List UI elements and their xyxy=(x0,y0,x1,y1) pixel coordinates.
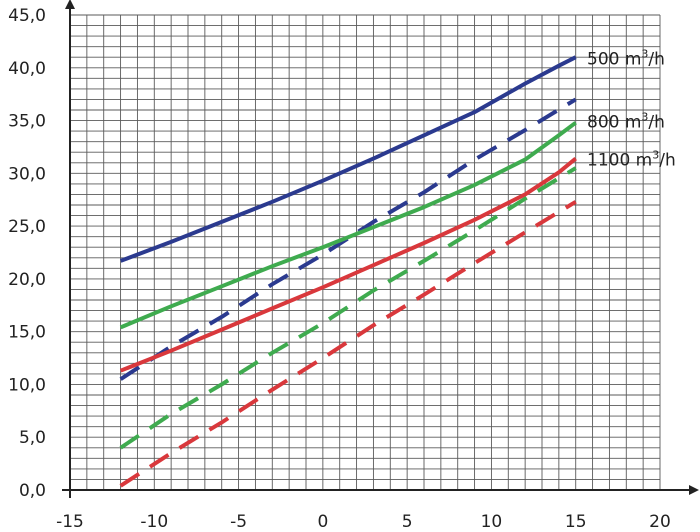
grid xyxy=(70,14,661,490)
x-tick-label: -5 xyxy=(230,512,247,532)
tick-labels: -15 -10 -5 0 5 10 15 20 0,0 5,0 10,0 15,0 20,0 25,0 30… xyxy=(8,6,671,532)
y-tick-label: 20,0 xyxy=(8,270,46,290)
y-tick-label: 10,0 xyxy=(8,375,46,395)
x-tick-label: 20 xyxy=(649,512,671,532)
series-label-1: 500 m3/h xyxy=(587,47,665,69)
series-line-dashed-4 xyxy=(119,166,577,450)
x-tick-label: 10 xyxy=(481,512,503,532)
y-tick-label: 5,0 xyxy=(19,428,46,448)
x-tick-label: 0 xyxy=(317,512,328,532)
y-tick-label: 0,0 xyxy=(19,481,46,501)
series-line-solid-3 xyxy=(119,121,577,330)
y-tick-label: 45,0 xyxy=(8,6,46,26)
y-tick-label: 25,0 xyxy=(8,217,46,237)
y-tick-label: 35,0 xyxy=(8,112,46,132)
x-tick-label: 5 xyxy=(402,512,413,532)
y-tick-label: 15,0 xyxy=(8,323,46,343)
series-line-dashed-2 xyxy=(119,97,577,381)
series-label-2: 800 m3/h xyxy=(587,111,665,133)
x-tick-label: -15 xyxy=(56,512,84,532)
series-line-solid-1 xyxy=(119,55,577,263)
x-tick-label: 15 xyxy=(565,512,587,532)
series-group xyxy=(119,55,577,488)
y-tick-label: 30,0 xyxy=(8,164,46,184)
series-line-solid-5 xyxy=(119,157,577,373)
series-label-3: 1100 m3/h xyxy=(587,149,676,171)
series-line-dashed-6 xyxy=(119,200,577,488)
series-labels: 500 m3/h 800 m3/h 1100 m3/h xyxy=(587,47,676,170)
axes xyxy=(62,0,699,498)
x-tick-label: -10 xyxy=(140,512,168,532)
y-tick-label: 40,0 xyxy=(8,59,46,79)
